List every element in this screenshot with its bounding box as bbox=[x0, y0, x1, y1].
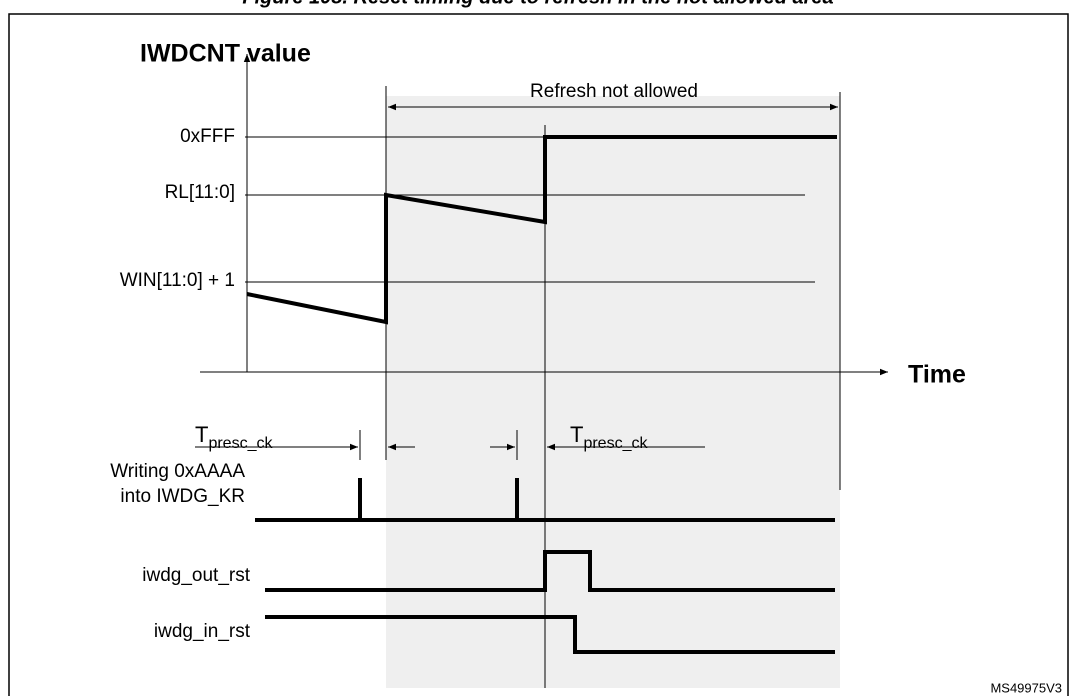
window-label: Refresh not allowed bbox=[530, 81, 698, 102]
timing-label: Tpresc_ck bbox=[195, 422, 273, 452]
signal-label: iwdg_out_rst bbox=[142, 565, 250, 586]
level-label: 0xFFF bbox=[180, 126, 235, 147]
signal-label: into IWDG_KR bbox=[120, 486, 245, 507]
out-rst-waveform bbox=[265, 550, 835, 592]
level-label: RL[11:0] bbox=[165, 182, 235, 203]
signal-label: iwdg_in_rst bbox=[154, 621, 251, 642]
kr-waveform bbox=[255, 478, 835, 522]
figure-title: Figure 108. Reset timing due to refresh … bbox=[242, 0, 833, 8]
y-axis-label: IWDCNT value bbox=[140, 40, 311, 68]
counter-waveform bbox=[246, 135, 837, 325]
signal-label: Writing 0xAAAA bbox=[110, 461, 245, 482]
figure-ref: MS49975V3 bbox=[990, 680, 1062, 695]
frame bbox=[8, 13, 1069, 696]
timing-label: Tpresc_ck bbox=[570, 422, 648, 452]
in-rst-waveform bbox=[265, 615, 835, 654]
not-allowed-area bbox=[386, 96, 840, 688]
level-label: WIN[11:0] + 1 bbox=[120, 270, 235, 291]
x-axis-label: Time bbox=[908, 361, 966, 389]
